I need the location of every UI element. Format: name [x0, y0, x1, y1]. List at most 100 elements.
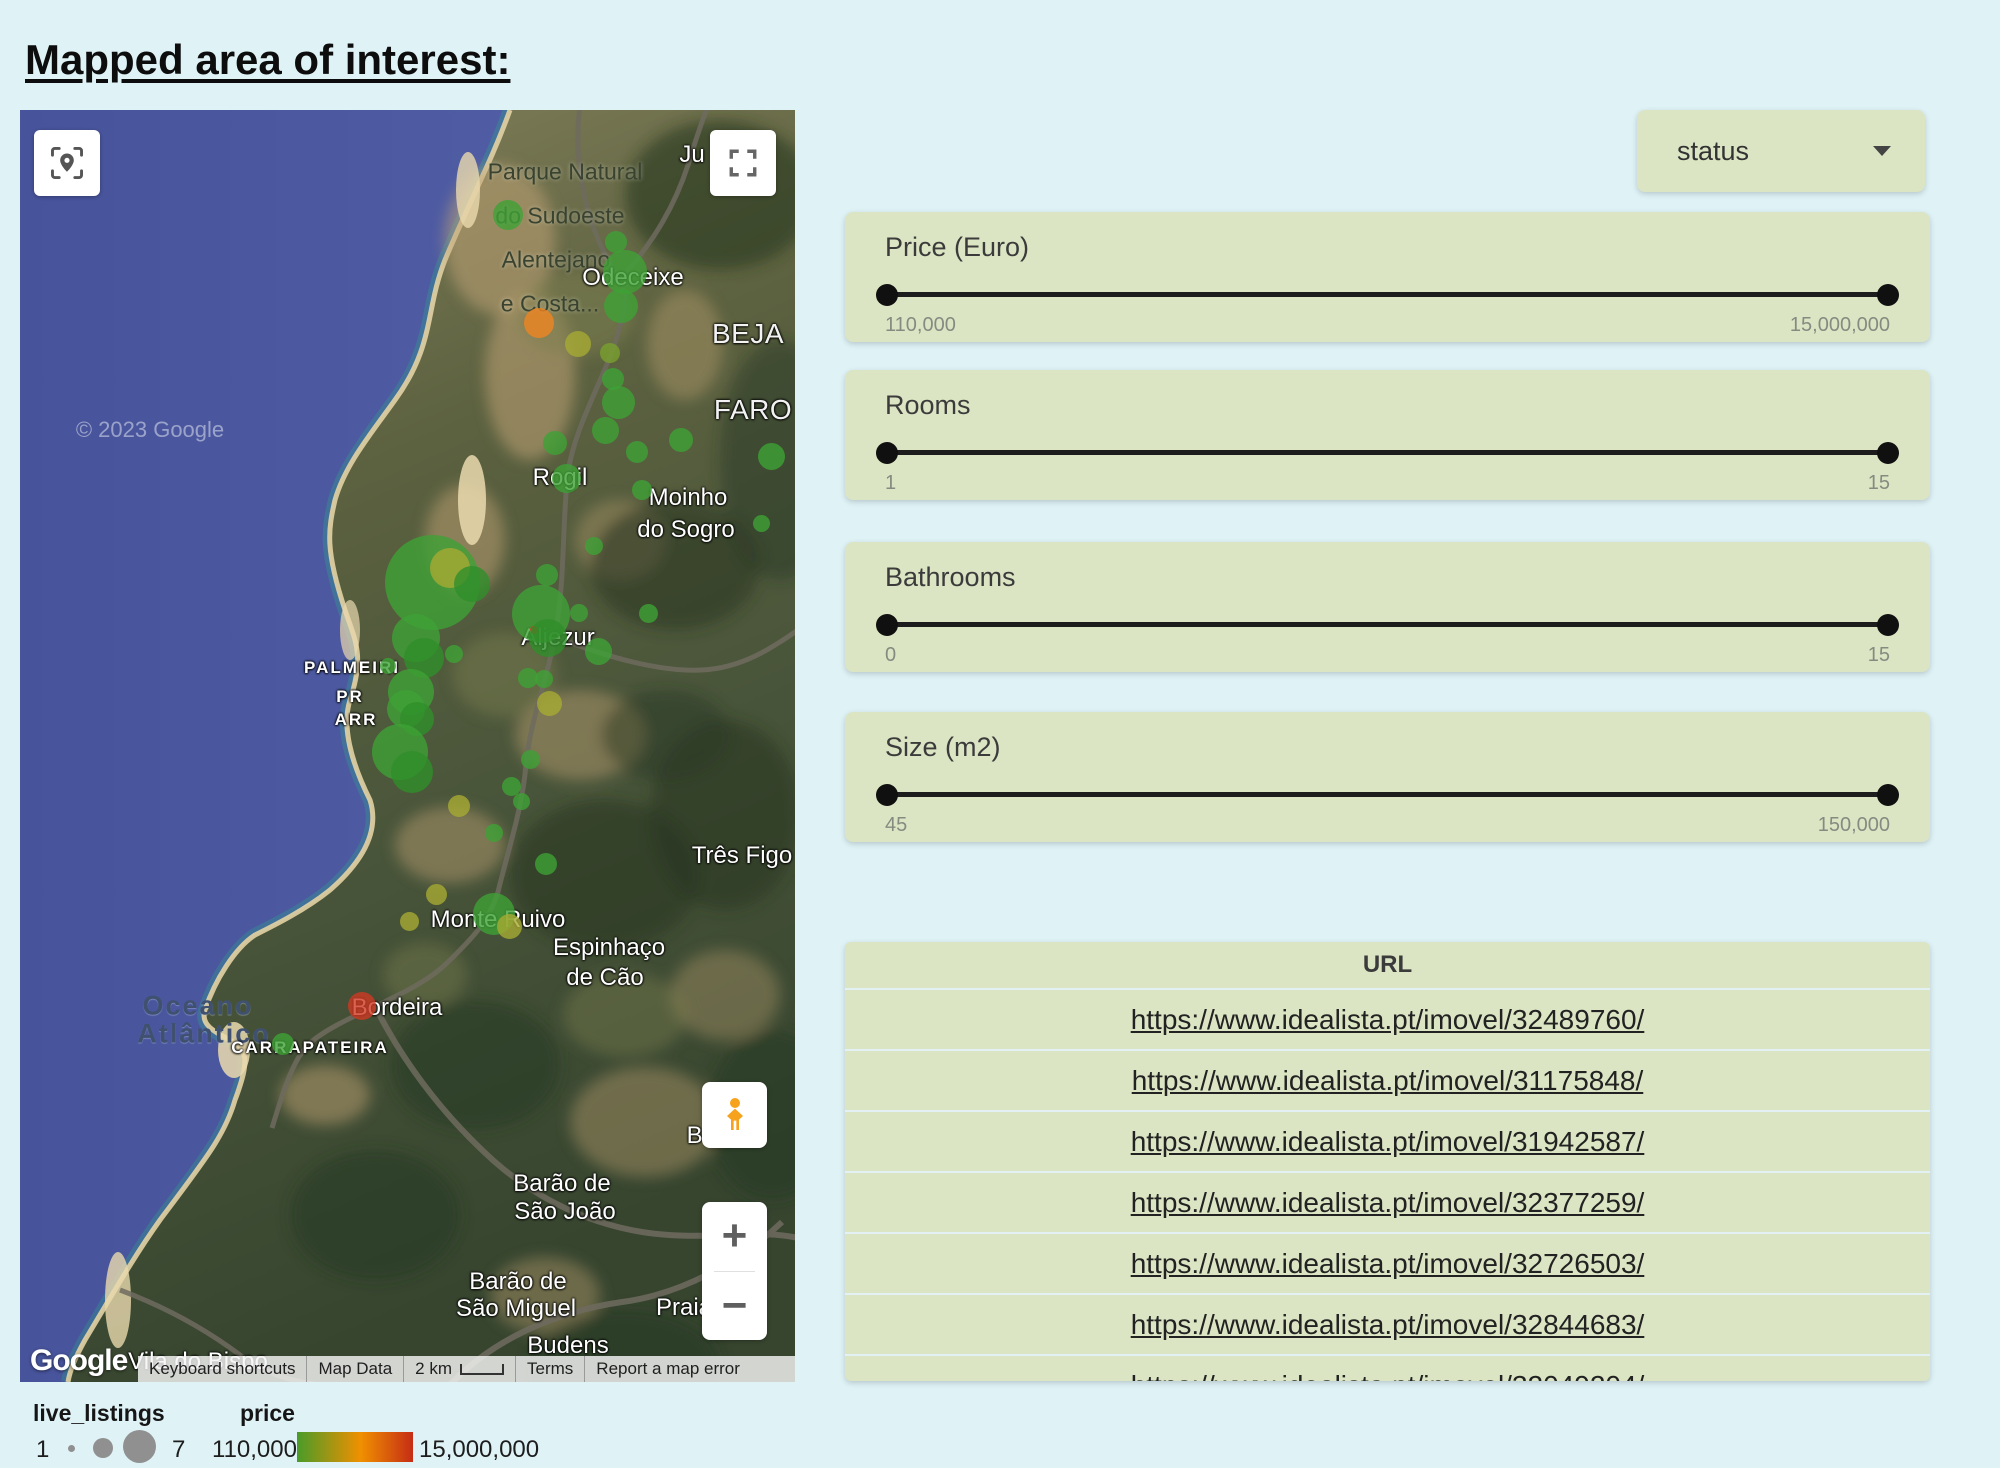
map-label: © 2023 Google	[75, 417, 225, 442]
attribution-label: Map Data	[318, 1359, 393, 1378]
map-label: São Miguel	[455, 1295, 577, 1322]
attribution-map-data[interactable]: Map Data	[306, 1356, 403, 1382]
slider-track[interactable]	[876, 783, 1899, 806]
listing-point[interactable]	[535, 670, 553, 688]
status-dropdown-label: status	[1677, 135, 1750, 166]
listing-point[interactable]	[529, 619, 567, 657]
url-table: URL https://www.idealista.pt/imovel/3248…	[845, 942, 1930, 1381]
listing-point[interactable]	[493, 200, 523, 230]
listing-point[interactable]	[551, 463, 581, 493]
listing-url-link[interactable]: https://www.idealista.pt/imovel/32844683…	[1130, 1308, 1645, 1340]
listing-point[interactable]	[520, 749, 540, 769]
listing-point[interactable]	[570, 604, 588, 622]
listing-point[interactable]	[603, 250, 647, 294]
listing-url-link[interactable]: https://www.idealista.pt/imovel/32489760…	[1130, 1003, 1645, 1035]
listing-point[interactable]	[536, 564, 558, 586]
slider-max-label: 15	[1867, 644, 1890, 666]
listing-point[interactable]	[454, 566, 490, 602]
google-logo: Google	[30, 1344, 128, 1377]
location-pin-icon	[51, 147, 83, 179]
listing-point[interactable]	[584, 637, 612, 665]
listing-url-link[interactable]: https://www.idealista.pt/imovel/32726503…	[1130, 1247, 1645, 1279]
listing-point[interactable]	[752, 514, 770, 532]
listing-point[interactable]	[518, 668, 538, 688]
listing-point[interactable]	[600, 343, 620, 363]
table-row: https://www.idealista.pt/imovel/31175848…	[845, 1049, 1930, 1110]
slider-min-label: 0	[885, 644, 897, 666]
listing-point[interactable]	[543, 431, 567, 455]
slider-handle-min[interactable]	[876, 441, 898, 464]
listing-url-link[interactable]: https://www.idealista.pt/imovel/32377259…	[1130, 1186, 1645, 1218]
listing-point[interactable]	[448, 795, 470, 817]
page-title: Mapped area of interest:	[25, 36, 511, 84]
listing-point[interactable]	[565, 331, 591, 357]
zoom-in-button[interactable]: +	[721, 1211, 748, 1261]
slider-handle-min[interactable]	[876, 783, 898, 806]
slider-track[interactable]	[876, 613, 1899, 636]
attribution-terms[interactable]: Terms	[515, 1356, 584, 1382]
listing-point[interactable]	[604, 289, 638, 323]
slider-min-label: 1	[885, 472, 897, 494]
listing-point[interactable]	[399, 911, 419, 931]
fullscreen-button[interactable]	[710, 130, 776, 196]
slider-track[interactable]	[876, 283, 1899, 306]
listing-point[interactable]	[501, 776, 521, 796]
area-select-button[interactable]	[34, 130, 100, 196]
listing-point[interactable]	[485, 824, 503, 842]
map[interactable]: Parque Natural do Sudoeste Alentejano e Cos…	[20, 110, 795, 1382]
listing-point[interactable]	[585, 537, 603, 555]
listing-point[interactable]	[626, 441, 648, 463]
slider-handle-min[interactable]	[876, 283, 898, 306]
map-label: Alentejano	[501, 246, 611, 273]
attribution-label: Keyboard shortcuts	[149, 1359, 296, 1378]
table-row: https://www.idealista.pt/imovel/32049204…	[845, 1354, 1930, 1381]
map-label: Barão de	[469, 1268, 567, 1295]
listing-point[interactable]	[601, 385, 635, 419]
listing-point[interactable]	[669, 428, 693, 452]
listing-point[interactable]	[638, 603, 658, 623]
slider-handle-min[interactable]	[876, 613, 898, 636]
listing-url-link[interactable]: https://www.idealista.pt/imovel/31942587…	[1130, 1125, 1645, 1157]
map-label: FARO	[713, 394, 793, 425]
listing-point[interactable]	[535, 853, 557, 875]
table-row: https://www.idealista.pt/imovel/32844683…	[845, 1293, 1930, 1354]
listing-url-link[interactable]: https://www.idealista.pt/imovel/32049204…	[1131, 1370, 1645, 1382]
listing-point[interactable]	[425, 883, 447, 905]
map-labels: Parque Natural do Sudoeste Alentejano e Cos…	[20, 110, 795, 1382]
slider-panels: Price (Euro) 110,000 15,000,000 Rooms 1 15 Bat…	[845, 212, 1930, 844]
listing-point[interactable]	[536, 690, 562, 716]
listing-point[interactable]	[496, 913, 522, 939]
slider-handle-max[interactable]	[1877, 783, 1899, 806]
listing-point[interactable]	[757, 442, 785, 470]
map-label: BEJA	[711, 318, 785, 349]
listing-point[interactable]	[524, 308, 554, 338]
zoom-divider	[714, 1270, 755, 1272]
slider-label: Size (m2)	[885, 732, 1001, 762]
listing-point[interactable]	[380, 658, 396, 674]
slider-track[interactable]	[876, 441, 1899, 464]
status-dropdown[interactable]: status	[1637, 110, 1925, 192]
listing-point[interactable]	[512, 792, 530, 810]
listing-point[interactable]	[445, 645, 463, 663]
listing-url-link[interactable]: https://www.idealista.pt/imovel/31175848…	[1131, 1064, 1644, 1096]
slider-handle-max[interactable]	[1877, 441, 1899, 464]
listing-point[interactable]	[272, 1033, 294, 1055]
listing-point[interactable]	[348, 992, 376, 1020]
zoom-out-button[interactable]: −	[721, 1280, 748, 1330]
listing-point[interactable]	[605, 231, 627, 253]
url-table-rows: https://www.idealista.pt/imovel/32489760…	[845, 988, 1930, 1381]
listing-point[interactable]	[391, 751, 433, 793]
scale-bar	[460, 1363, 505, 1375]
slider-handle-max[interactable]	[1877, 283, 1899, 306]
slider-handle-max[interactable]	[1877, 613, 1899, 636]
size-legend-circle-small	[68, 1445, 75, 1452]
listing-point[interactable]	[591, 416, 619, 444]
attribution-keyboard-shortcuts[interactable]: Keyboard shortcuts	[138, 1356, 306, 1382]
table-row: https://www.idealista.pt/imovel/31942587…	[845, 1110, 1930, 1171]
slider-panel-price-euro-: Price (Euro) 110,000 15,000,000	[845, 212, 1930, 342]
table-row: https://www.idealista.pt/imovel/32726503…	[845, 1232, 1930, 1293]
attribution-report-a-map-error[interactable]: Report a map error	[584, 1356, 751, 1382]
listing-point[interactable]	[602, 368, 624, 390]
listing-point[interactable]	[632, 480, 652, 500]
pegman-button[interactable]	[702, 1082, 767, 1148]
